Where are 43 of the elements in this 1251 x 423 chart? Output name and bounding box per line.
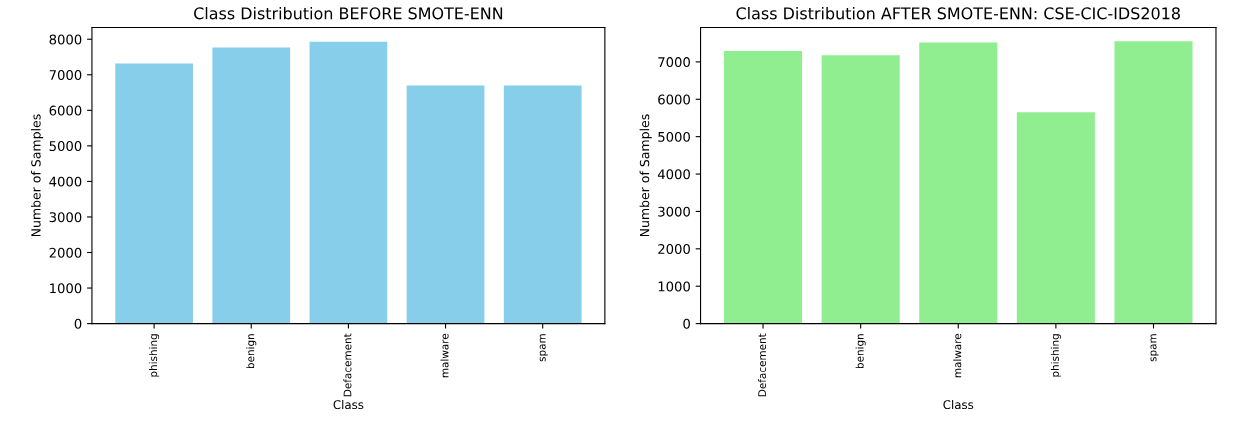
bar: [821, 55, 900, 324]
x-tick-label: phishing: [149, 334, 160, 377]
y-tick-label: 4000: [657, 169, 690, 180]
bar: [503, 85, 582, 324]
x-tick-label: phishing: [1050, 334, 1061, 377]
bar: [1016, 112, 1095, 324]
y-tick-label: 1000: [658, 281, 690, 292]
bar: [212, 47, 291, 324]
y-tick-label: 6000: [658, 94, 690, 105]
bar: [309, 41, 388, 324]
y-tick-label: 0: [683, 318, 690, 329]
y-tick-label: 3000: [49, 212, 82, 223]
bar: [919, 42, 998, 324]
y-tick-label: 5000: [49, 141, 82, 152]
chart-title: Class Distribution BEFORE SMOTE-ENN: [194, 7, 503, 20]
y-axis-title: Number of Samples: [639, 114, 652, 237]
x-axis-title: Class: [943, 399, 974, 410]
x-tick-label: malware: [440, 333, 449, 378]
bar: [115, 63, 193, 324]
x-tick-label: Defacement: [757, 333, 767, 397]
y-tick-label: 0: [74, 318, 82, 329]
y-tick-label: 2000: [49, 247, 82, 258]
x-tick-label: benign: [855, 334, 866, 369]
y-tick-label: 2000: [658, 244, 690, 255]
chart-title: Class Distribution AFTER SMOTE-ENN: CSE-CIC-IDS2018: [736, 7, 1180, 20]
y-axis-title: Number of Samples: [30, 114, 44, 237]
bar: [406, 85, 485, 324]
x-tick-label: spam: [1150, 334, 1159, 362]
x-tick-label: malware: [953, 333, 962, 378]
bar: [1114, 41, 1193, 324]
y-tick-label: 7000: [658, 57, 690, 68]
y-tick-label: 7000: [49, 69, 82, 80]
y-tick-label: 5000: [658, 131, 690, 142]
x-tick-label: spam: [539, 334, 548, 362]
bar: [723, 51, 803, 324]
y-tick-label: 1000: [50, 283, 82, 294]
x-axis-title: Class: [333, 399, 364, 410]
y-tick-label: 8000: [49, 34, 82, 45]
x-tick-label: Defacement: [343, 333, 352, 397]
y-tick-label: 4000: [49, 176, 82, 187]
x-tick-label: benign: [246, 334, 257, 369]
y-tick-label: 3000: [658, 206, 690, 217]
y-tick-label: 6000: [49, 105, 82, 116]
